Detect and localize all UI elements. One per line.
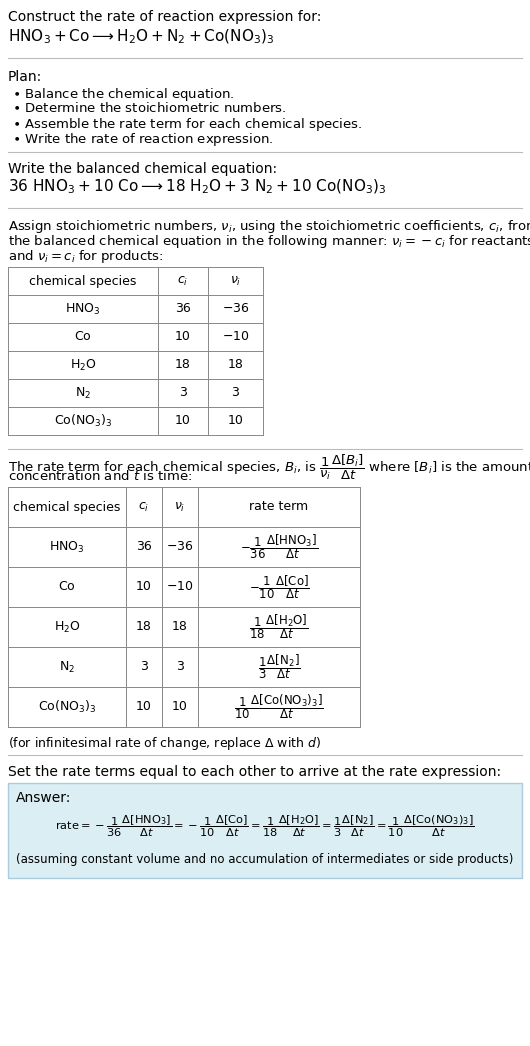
Text: $-36$: $-36$ xyxy=(222,302,249,316)
Text: the balanced chemical equation in the following manner: $\nu_i = -c_i$ for react: the balanced chemical equation in the fo… xyxy=(8,233,530,250)
Text: 18: 18 xyxy=(227,359,243,371)
Text: 36: 36 xyxy=(175,302,191,316)
Text: $\mathrm{Co(NO_3)_3}$: $\mathrm{Co(NO_3)_3}$ xyxy=(54,413,112,429)
Text: Construct the rate of reaction expression for:: Construct the rate of reaction expressio… xyxy=(8,10,321,24)
Text: $\bullet$ Write the rate of reaction expression.: $\bullet$ Write the rate of reaction exp… xyxy=(12,131,273,147)
Text: $-10$: $-10$ xyxy=(166,581,194,593)
Text: $\bullet$ Determine the stoichiometric numbers.: $\bullet$ Determine the stoichiometric n… xyxy=(12,101,287,115)
Text: 3: 3 xyxy=(179,387,187,400)
Text: 10: 10 xyxy=(136,701,152,713)
Text: concentration and $t$ is time:: concentration and $t$ is time: xyxy=(8,469,192,483)
Text: $36\ \mathrm{HNO_3} + 10\ \mathrm{Co} \longrightarrow 18\ \mathrm{H_2O} + 3\ \ma: $36\ \mathrm{HNO_3} + 10\ \mathrm{Co} \l… xyxy=(8,178,387,197)
Bar xyxy=(8,267,263,435)
Text: $\nu_i$: $\nu_i$ xyxy=(230,274,241,288)
Text: $\mathrm{HNO_3 + Co \longrightarrow H_2O + N_2 + Co(NO_3)_3}$: $\mathrm{HNO_3 + Co \longrightarrow H_2O… xyxy=(8,28,275,46)
Text: 10: 10 xyxy=(227,414,243,428)
Text: $\mathrm{N_2}$: $\mathrm{N_2}$ xyxy=(75,385,91,401)
Text: Write the balanced chemical equation:: Write the balanced chemical equation: xyxy=(8,162,277,176)
Text: 18: 18 xyxy=(175,359,191,371)
Text: 3: 3 xyxy=(232,387,240,400)
Text: $c_i$: $c_i$ xyxy=(138,500,149,514)
Text: $-\dfrac{1}{36}\dfrac{\Delta[\mathrm{HNO_3}]}{\Delta t}$: $-\dfrac{1}{36}\dfrac{\Delta[\mathrm{HNO… xyxy=(240,532,318,562)
Text: $\dfrac{1}{18}\dfrac{\Delta[\mathrm{H_2O}]}{\Delta t}$: $\dfrac{1}{18}\dfrac{\Delta[\mathrm{H_2O… xyxy=(249,613,308,641)
Text: $\mathrm{N_2}$: $\mathrm{N_2}$ xyxy=(59,659,75,675)
Text: 10: 10 xyxy=(172,701,188,713)
Text: $\mathrm{Co}$: $\mathrm{Co}$ xyxy=(58,581,76,593)
Text: Answer:: Answer: xyxy=(16,791,72,805)
Text: 10: 10 xyxy=(136,581,152,593)
Text: rate term: rate term xyxy=(250,500,308,514)
Text: $\dfrac{1}{3}\dfrac{\Delta[\mathrm{N_2}]}{\Delta t}$: $\dfrac{1}{3}\dfrac{\Delta[\mathrm{N_2}]… xyxy=(258,653,301,681)
Text: 10: 10 xyxy=(175,414,191,428)
Text: $\mathrm{HNO_3}$: $\mathrm{HNO_3}$ xyxy=(65,301,101,317)
Text: (assuming constant volume and no accumulation of intermediates or side products): (assuming constant volume and no accumul… xyxy=(16,852,514,866)
Text: $\mathrm{H_2O}$: $\mathrm{H_2O}$ xyxy=(70,358,96,372)
Text: $\mathrm{Co(NO_3)_3}$: $\mathrm{Co(NO_3)_3}$ xyxy=(38,699,96,715)
Text: 18: 18 xyxy=(136,620,152,634)
Text: Set the rate terms equal to each other to arrive at the rate expression:: Set the rate terms equal to each other t… xyxy=(8,765,501,779)
Text: chemical species: chemical species xyxy=(29,274,137,288)
Text: Assign stoichiometric numbers, $\nu_i$, using the stoichiometric coefficients, $: Assign stoichiometric numbers, $\nu_i$, … xyxy=(8,218,530,235)
Text: (for infinitesimal rate of change, replace $\Delta$ with $d$): (for infinitesimal rate of change, repla… xyxy=(8,735,321,752)
Text: $-\dfrac{1}{10}\dfrac{\Delta[\mathrm{Co}]}{\Delta t}$: $-\dfrac{1}{10}\dfrac{\Delta[\mathrm{Co}… xyxy=(249,573,310,600)
Text: 3: 3 xyxy=(176,660,184,674)
Text: $\dfrac{1}{10}\dfrac{\Delta[\mathrm{Co(NO_3)_3}]}{\Delta t}$: $\dfrac{1}{10}\dfrac{\Delta[\mathrm{Co(N… xyxy=(234,692,324,722)
Text: $\mathrm{rate} = -\dfrac{1}{36}\dfrac{\Delta[\mathrm{HNO_3}]}{\Delta t} = -\dfra: $\mathrm{rate} = -\dfrac{1}{36}\dfrac{\D… xyxy=(55,813,475,839)
Text: $\mathrm{Co}$: $\mathrm{Co}$ xyxy=(74,331,92,343)
Text: $c_i$: $c_i$ xyxy=(178,274,189,288)
Text: 36: 36 xyxy=(136,541,152,553)
Text: chemical species: chemical species xyxy=(13,500,121,514)
Text: $\nu_i$: $\nu_i$ xyxy=(174,500,186,514)
Text: 3: 3 xyxy=(140,660,148,674)
Text: $-10$: $-10$ xyxy=(222,331,249,343)
Text: 10: 10 xyxy=(175,331,191,343)
Text: $\mathrm{HNO_3}$: $\mathrm{HNO_3}$ xyxy=(49,540,85,554)
FancyBboxPatch shape xyxy=(8,783,522,878)
Text: $\bullet$ Assemble the rate term for each chemical species.: $\bullet$ Assemble the rate term for eac… xyxy=(12,116,363,133)
Text: The rate term for each chemical species, $B_i$, is $\dfrac{1}{\nu_i}\dfrac{\Delt: The rate term for each chemical species,… xyxy=(8,453,530,482)
Text: and $\nu_i = c_i$ for products:: and $\nu_i = c_i$ for products: xyxy=(8,248,164,265)
Text: $\mathrm{H_2O}$: $\mathrm{H_2O}$ xyxy=(54,619,80,635)
Text: 18: 18 xyxy=(172,620,188,634)
Bar xyxy=(8,487,360,727)
Text: Plan:: Plan: xyxy=(8,70,42,84)
Text: $-36$: $-36$ xyxy=(166,541,194,553)
Text: $\bullet$ Balance the chemical equation.: $\bullet$ Balance the chemical equation. xyxy=(12,86,234,103)
